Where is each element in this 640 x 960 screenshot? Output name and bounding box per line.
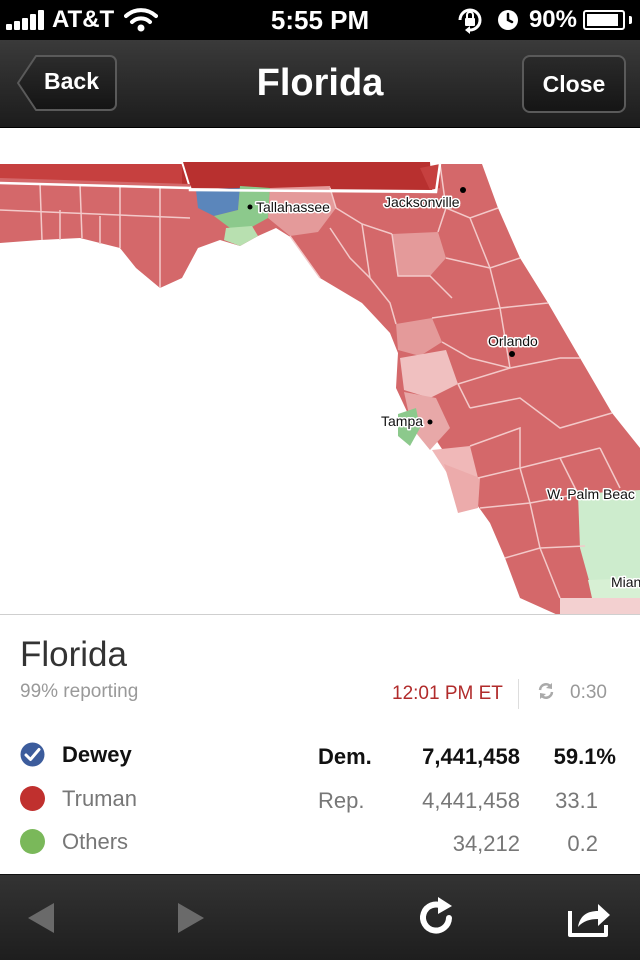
city-label-west-palm-beach: W. Palm Beac (547, 486, 635, 502)
candidate-party: Rep. (318, 788, 365, 813)
city-label-jacksonville: Jacksonville (384, 194, 460, 210)
candidate-name: Dewey (62, 742, 132, 767)
signal-icon (6, 10, 46, 30)
battery-percent: 90% (528, 6, 577, 33)
page-title: Florida (256, 62, 384, 104)
candidate-votes: 4,441,458 (422, 788, 520, 813)
battery-level-fill (587, 14, 618, 26)
city-label-tampa: Tampa (381, 413, 423, 429)
divider (518, 679, 519, 709)
rotation-lock-icon (458, 8, 482, 34)
back-button-label: Back (44, 68, 99, 94)
city-label-tallahassee: Tallahassee (256, 199, 330, 215)
auto-refresh-icon (538, 683, 554, 699)
dewey-county (196, 188, 240, 216)
city-labels: Tallahassee Jacksonville Orlando Tampa W… (247, 187, 640, 592)
candidate-name: Truman (62, 786, 137, 811)
bottom-toolbar (0, 874, 640, 960)
city-label-orlando: Orlando (488, 333, 538, 349)
share-icon[interactable] (566, 895, 612, 941)
candidate-color-dot (20, 786, 45, 811)
close-button[interactable]: Close (522, 55, 626, 113)
candidate-percent: 59.1% (553, 744, 616, 769)
wifi-icon (124, 8, 159, 32)
candidate-votes: 7,441,458 (422, 744, 520, 769)
carrier-label: AT&T (52, 6, 115, 33)
candidate-name: Others (62, 829, 129, 854)
alarm-icon (497, 10, 518, 30)
candidate-party: Dem. (318, 744, 372, 769)
candidate-row-others[interactable]: Others 34,212 0.2 (0, 822, 640, 862)
others-county (214, 186, 270, 228)
others-county (578, 490, 640, 584)
back-arrow-icon[interactable] (20, 895, 66, 941)
candidate-percent: 0.2 (567, 831, 598, 856)
neighbor-state-region (182, 162, 432, 190)
winner-check-icon (20, 742, 45, 767)
status-time: 5:55 PM (270, 5, 370, 35)
refresh-countdown: 0:30 (570, 682, 607, 703)
forward-arrow-icon[interactable] (166, 895, 212, 941)
reporting-status: 99% reporting (20, 681, 139, 702)
city-label-miami: Mian (611, 574, 640, 590)
results-panel: Florida 99% reporting 12:01 PM ET 0:30 D… (0, 614, 640, 874)
navigation-bar: Back Florida Close (0, 40, 640, 128)
refresh-icon[interactable] (414, 895, 460, 941)
state-name: Florida (20, 635, 127, 674)
back-button[interactable]: Back (16, 54, 118, 112)
status-bar: AT&T 5:55 PM 90% (0, 0, 640, 40)
candidate-row-dewey[interactable]: Dewey Dem. 7,441,458 59.1% (0, 735, 640, 775)
candidate-color-dot (20, 829, 45, 854)
candidate-percent: 33.1 (555, 788, 598, 813)
battery-icon (583, 10, 625, 30)
florida-map[interactable]: Tallahassee Jacksonville Orlando Tampa W… (0, 128, 640, 616)
update-timestamp: 12:01 PM ET (392, 683, 503, 704)
candidate-row-truman[interactable]: Truman Rep. 4,441,458 33.1 (0, 779, 640, 819)
county-results-map[interactable]: Tallahassee Jacksonville Orlando Tampa W… (0, 128, 640, 616)
candidate-votes: 34,212 (452, 831, 520, 856)
